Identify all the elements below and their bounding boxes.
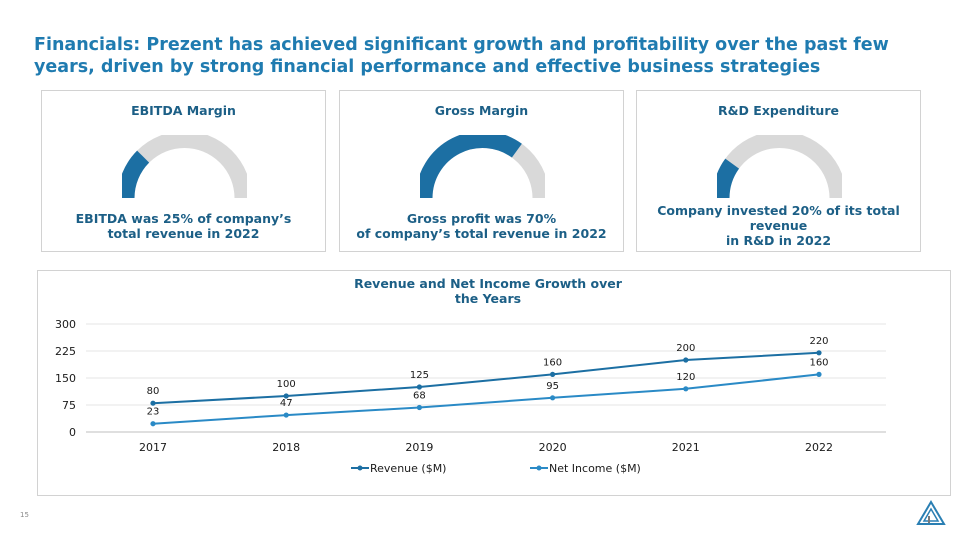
y-tick-label: 300 (55, 318, 76, 331)
y-tick-label: 150 (55, 372, 76, 385)
x-tick-label: 2021 (672, 441, 700, 454)
gauge-fill (122, 150, 150, 199)
data-point (283, 393, 289, 399)
data-label: 220 (809, 336, 828, 347)
ebitda-gauge (122, 135, 247, 199)
revenue-chart-card: Revenue and Net Income Growth over the Y… (37, 270, 951, 496)
card-title: Gross Margin (434, 103, 529, 118)
y-tick-label: 225 (55, 345, 76, 358)
legend-marker (357, 465, 363, 471)
data-point (416, 404, 422, 411)
y-tick-label: 75 (62, 399, 76, 412)
gross-margin-text: Gross profit was 70% of company’s total … (350, 211, 613, 241)
card-text-line: total revenue in 2022 (107, 226, 260, 241)
data-point (150, 421, 156, 427)
data-label: 47 (280, 398, 293, 409)
x-tick-label: 2017 (139, 441, 167, 454)
data-label: 80 (147, 386, 160, 397)
chart-title-line: the Years (454, 291, 522, 306)
x-tick-label: 2022 (805, 441, 833, 454)
gauge-fill (420, 135, 522, 199)
card-text-line: EBITDA was 25% of company’s (75, 211, 292, 226)
data-point (416, 384, 422, 390)
card-text-line: revenue (749, 218, 808, 233)
series-line (152, 373, 820, 425)
card-text-line: Gross profit was 70% (406, 211, 557, 226)
x-tick-label: 2018 (272, 441, 300, 454)
data-point (550, 395, 556, 401)
data-label: 200 (676, 343, 695, 354)
data-label: 95 (546, 381, 559, 392)
data-point (150, 400, 156, 406)
card-text-line: in R&D in 2022 (725, 233, 832, 248)
triangle-logo-icon (916, 500, 946, 525)
rd-expenditure-card: R&D Expenditure Company invested 20% of … (636, 90, 921, 252)
line-chart: 0 75 150 225 300 2017 2018 2019 2020 2021 2022 80 10… (55, 318, 886, 475)
gross-margin-gauge (420, 135, 545, 199)
rd-text: Company invested 20% of its total revenu… (647, 203, 910, 248)
data-label: 120 (676, 372, 695, 383)
x-tick-label: 2019 (405, 441, 433, 454)
chart-title-line: Revenue and Net Income Growth over (354, 276, 622, 291)
data-point (683, 386, 689, 392)
page-number: 15 (20, 511, 29, 519)
data-label: 68 (413, 391, 426, 402)
data-label: 100 (277, 379, 296, 390)
data-point (816, 371, 822, 377)
data-point (283, 412, 289, 418)
data-label: 125 (410, 370, 429, 381)
data-point (816, 350, 822, 356)
page-title: Financials: Prezent has achieved signifi… (34, 35, 889, 77)
data-label: 23 (147, 407, 160, 418)
gross-margin-card: Gross Margin Gross profit was 70% of com… (339, 90, 624, 252)
rd-gauge (717, 135, 842, 199)
card-text-line: of company’s total revenue in 2022 (356, 226, 607, 241)
data-label: 160 (809, 357, 828, 368)
card-title: R&D Expenditure (718, 103, 839, 118)
series-line (152, 351, 820, 405)
data-point (683, 357, 689, 363)
data-point (550, 371, 556, 377)
legend-label: Revenue ($M) (370, 462, 446, 475)
data-label: 160 (543, 357, 562, 368)
legend-marker (536, 465, 542, 471)
card-text-line: Company invested 20% of its total (657, 203, 900, 218)
ebitda-margin-card: EBITDA Margin EBITDA was 25% of company’… (41, 90, 326, 252)
x-tick-label: 2020 (539, 441, 567, 454)
card-title: EBITDA Margin (131, 103, 236, 118)
ebitda-text: EBITDA was 25% of company’s total revenu… (52, 211, 315, 241)
y-tick-label: 0 (69, 426, 76, 439)
legend-label: Net Income ($M) (549, 462, 641, 475)
chart-title: Revenue and Net Income Growth over the Y… (338, 276, 638, 306)
gauge-fill (717, 158, 740, 199)
